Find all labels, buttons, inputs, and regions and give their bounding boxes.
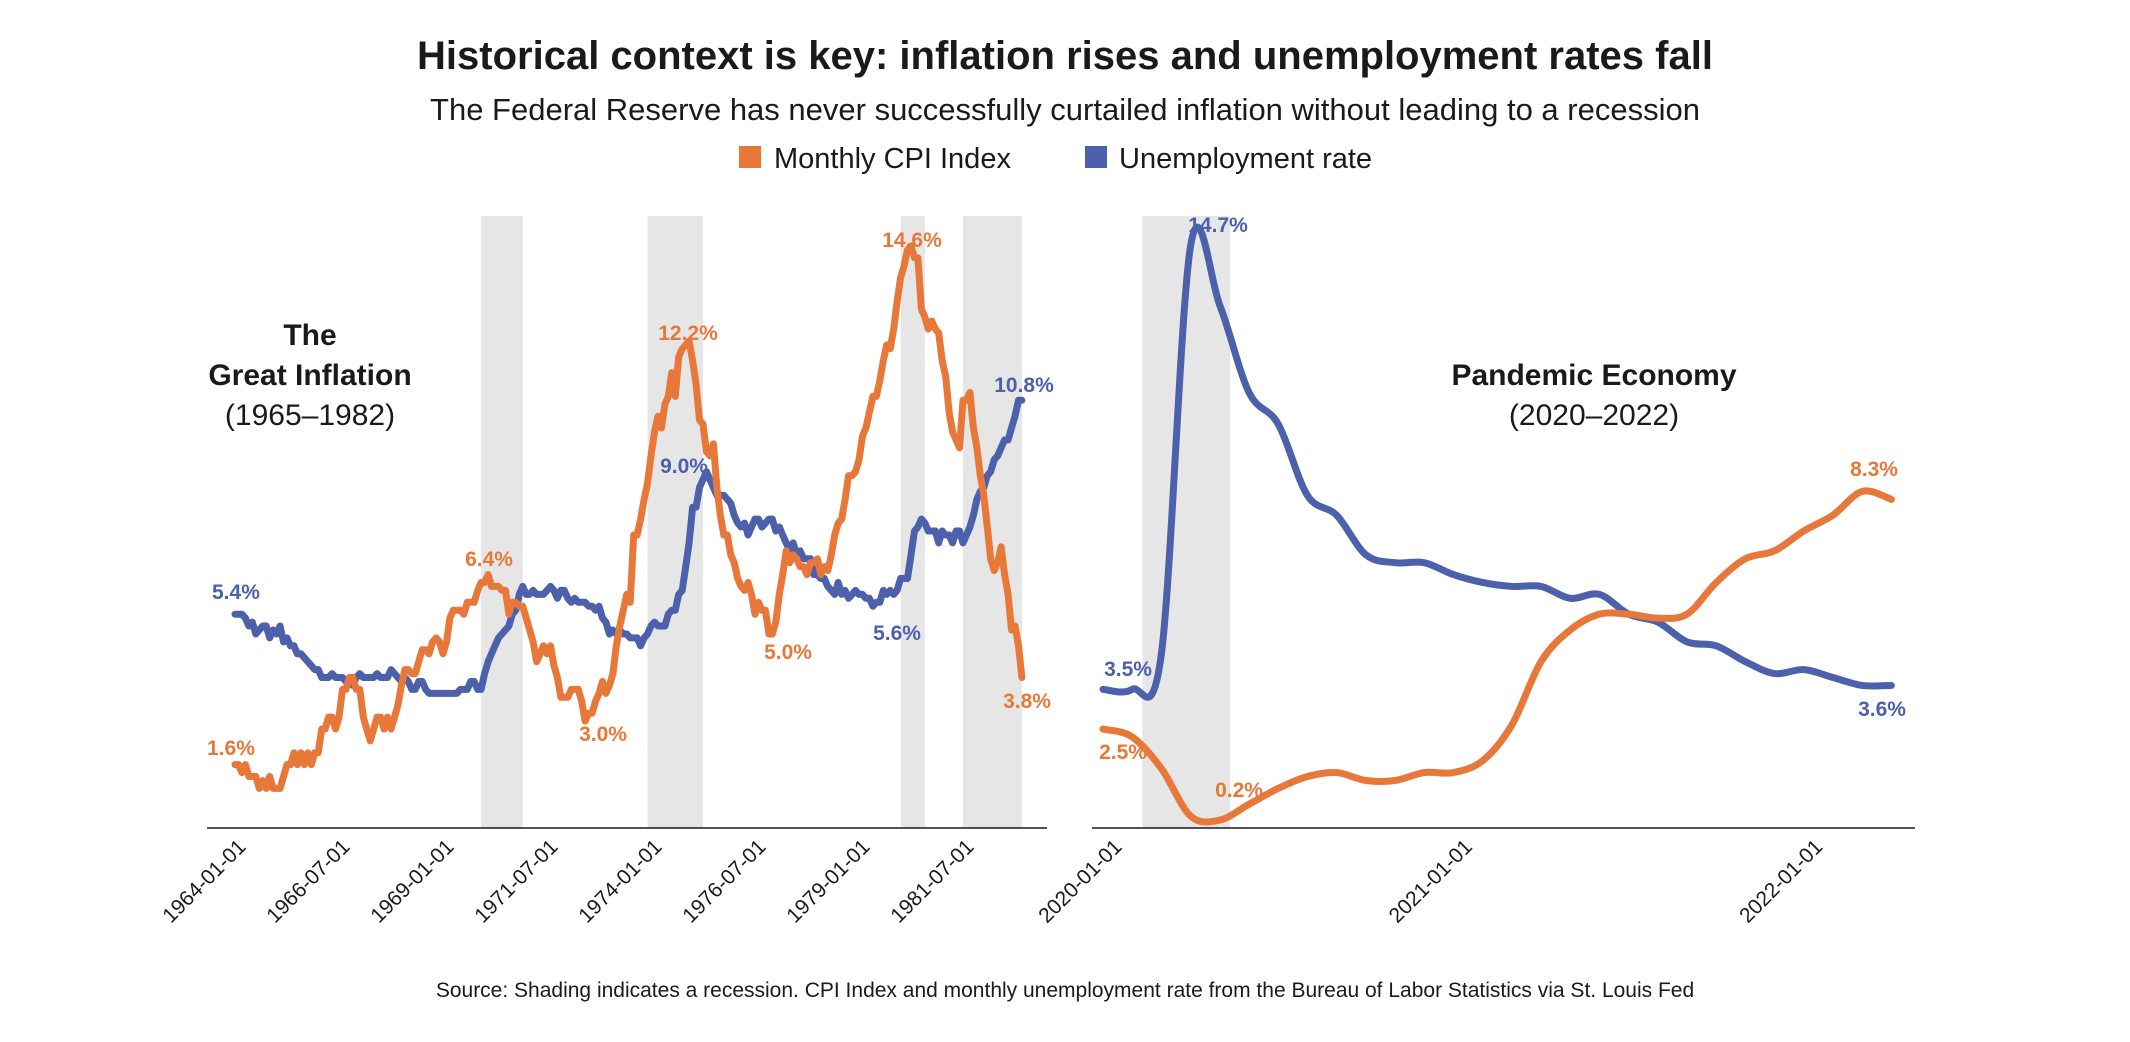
data-label: 5.6% <box>873 622 921 645</box>
x-tick-label: 2020-01-01 <box>1034 835 1126 927</box>
data-label: 1.6% <box>207 737 255 760</box>
legend: Monthly CPI Index Unemployment rate <box>739 143 1372 175</box>
x-tick-label: 2022-01-01 <box>1735 835 1827 927</box>
x-tick-label: 1971-07-01 <box>470 835 562 927</box>
x-tick-label: 1981-07-01 <box>886 835 978 927</box>
chart-subtitle: The Federal Reserve has never successful… <box>430 92 1700 127</box>
unemployment-line <box>231 396 1026 697</box>
annotation-the: The <box>283 319 336 352</box>
legend-swatch-cpi <box>739 146 761 168</box>
data-label: 3.6% <box>1858 698 1906 721</box>
data-label: 0.2% <box>1215 779 1263 802</box>
data-label: 3.0% <box>579 723 627 746</box>
legend-label-cpi: Monthly CPI Index <box>774 143 1011 175</box>
x-tick-label: 1976-07-01 <box>678 835 770 927</box>
data-label: 5.4% <box>212 581 260 604</box>
data-label: 3.5% <box>1104 658 1152 681</box>
data-label: 14.7% <box>1188 214 1248 237</box>
data-label: 2.5% <box>1099 741 1147 764</box>
unemployment-line <box>1099 223 1895 701</box>
data-label: 8.3% <box>1850 458 1898 481</box>
x-tick-label: 1966-07-01 <box>262 835 354 927</box>
data-label: 9.0% <box>660 455 708 478</box>
annotation-years-2020-2022: (2020–2022) <box>1509 399 1679 432</box>
panel-great-inflation: 1964-01-01 1966-07-01 1969-01-01 1971-07-01… <box>158 216 1054 927</box>
annotation-pandemic-economy: Pandemic Economy <box>1451 359 1736 392</box>
cpi-line <box>231 242 1026 792</box>
recession-shading <box>647 216 703 828</box>
data-label: 14.6% <box>882 229 942 252</box>
panel-pandemic-economy: 2020-01-01 2021-01-01 2022-01-01 Pandemic … <box>1034 214 1915 927</box>
annotation-great-inflation: Great Inflation <box>208 359 411 392</box>
x-tick-label: 2021-01-01 <box>1385 835 1477 927</box>
annotation-years-1965-1982: (1965–1982) <box>225 399 395 432</box>
x-tick-label: 1969-01-01 <box>366 835 458 927</box>
cpi-line <box>1099 487 1895 826</box>
data-label: 3.8% <box>1003 690 1051 713</box>
data-label: 12.2% <box>658 322 718 345</box>
chart-title: Historical context is key: inflation ris… <box>417 34 1713 78</box>
data-label: 10.8% <box>994 374 1054 397</box>
data-label: 6.4% <box>465 548 513 571</box>
legend-label-unemployment: Unemployment rate <box>1119 143 1372 175</box>
x-tick-label: 1979-01-01 <box>782 835 874 927</box>
data-label: 5.0% <box>764 641 812 664</box>
recession-shading <box>481 216 523 828</box>
x-tick-label: 1974-01-01 <box>574 835 666 927</box>
source-note: Source: Shading indicates a recession. C… <box>436 979 1694 1002</box>
legend-swatch-unemployment <box>1085 146 1107 168</box>
x-tick-label: 1964-01-01 <box>158 835 250 927</box>
